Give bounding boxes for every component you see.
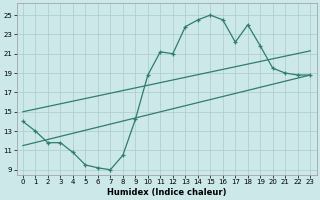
X-axis label: Humidex (Indice chaleur): Humidex (Indice chaleur) bbox=[107, 188, 226, 197]
